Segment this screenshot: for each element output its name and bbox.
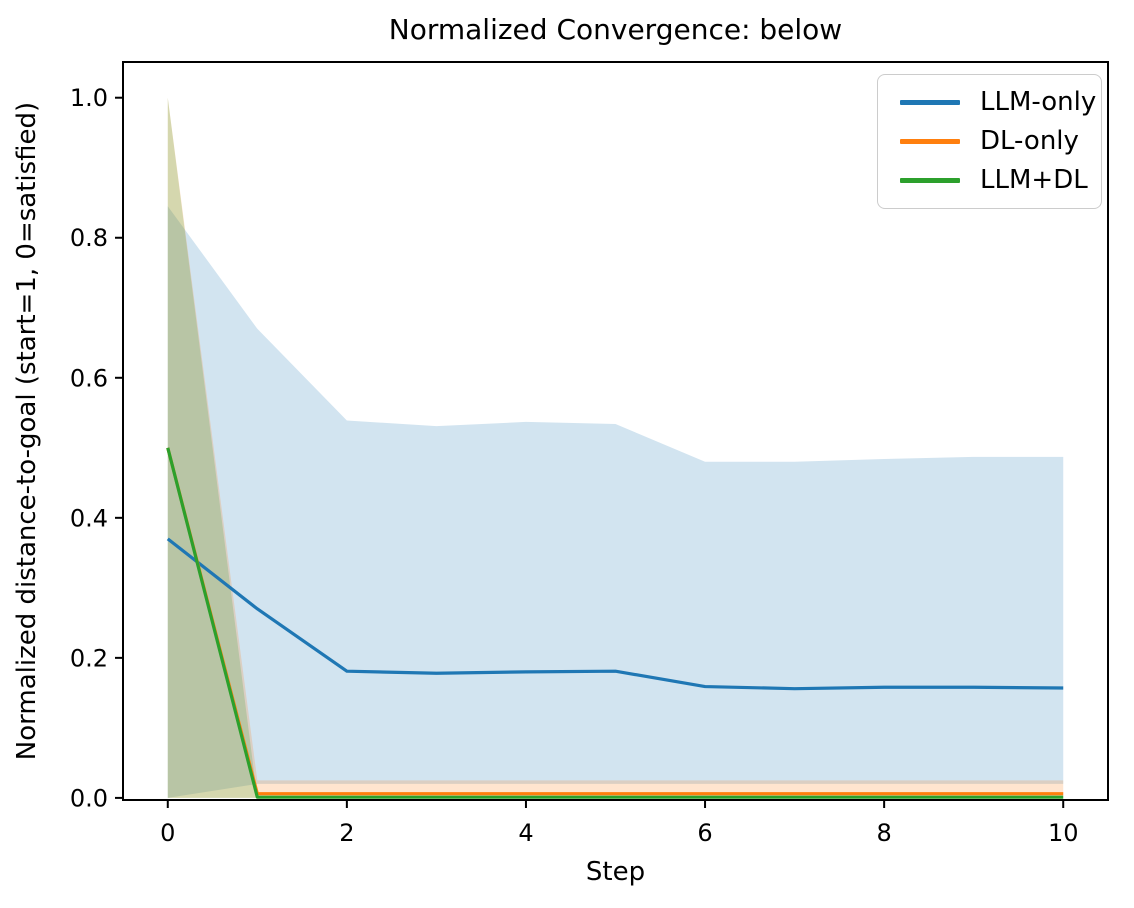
legend-label-llm-only: LLM-only [980, 87, 1097, 118]
legend-item-llm-dl: LLM+DL [900, 166, 1101, 195]
legend-item-dl-only: DL-only [900, 127, 1101, 156]
axes-spines [122, 61, 1109, 801]
x-axis-label: Step [585, 857, 646, 887]
legend-label-dl-only: DL-only [980, 126, 1079, 157]
legend: LLM-only DL-only LLM+DL [877, 74, 1102, 209]
y-tick-label: 0.0 [70, 784, 108, 812]
y-tick-label: 0.4 [70, 504, 108, 532]
line-llm-only [166, 537, 1064, 691]
band-llm-only [167, 206, 1064, 798]
chart-title: Normalized Convergence: below [388, 13, 843, 46]
line-llm-dl [166, 447, 1064, 799]
legend-label-llm-dl: LLM+DL [980, 165, 1088, 196]
y-tick-label: 1.0 [70, 84, 108, 112]
x-tick-label: 8 [876, 819, 891, 847]
legend-item-llm-only: LLM-only [900, 88, 1101, 117]
x-tick-label: 10 [1048, 819, 1079, 847]
legend-swatch-llm-dl [900, 178, 960, 183]
x-tick-label: 4 [518, 819, 533, 847]
legend-swatch-dl-only [900, 139, 960, 144]
y-tick-label: 0.2 [70, 644, 108, 672]
y-axis-label: Normalized distance-to-goal (start=1, 0=… [12, 101, 42, 761]
legend-swatch-llm-only [900, 100, 960, 105]
line-dl-only [166, 447, 1064, 796]
x-tick-label: 6 [697, 819, 712, 847]
x-tick-label: 0 [160, 819, 175, 847]
y-tick-label: 0.6 [70, 364, 108, 392]
x-tick-label: 2 [339, 819, 354, 847]
y-tick-label: 0.8 [70, 224, 108, 252]
